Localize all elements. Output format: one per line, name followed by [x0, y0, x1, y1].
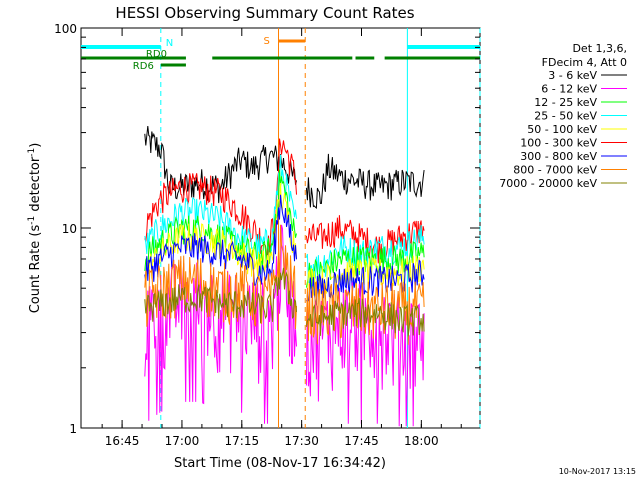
y-tick-label-2: 100 — [54, 22, 77, 36]
y-axis-label-close: ) — [28, 143, 43, 148]
series-line-2-0 — [144, 154, 297, 259]
flag-label-n: N — [166, 38, 173, 49]
series-line-6-0 — [144, 224, 297, 424]
flag-label-rd0: RD0 — [146, 49, 167, 60]
y-axis-label-main: Count Rate (s — [28, 225, 43, 314]
series-line-0-1 — [305, 153, 425, 210]
footer-timestamp: 10-Nov-2017 13:15 — [559, 467, 636, 476]
legend-label-4: 50 - 100 keV — [527, 123, 597, 136]
legend-label-0: 3 - 6 keV — [548, 69, 597, 82]
legend-label-1: 6 - 12 keV — [541, 83, 597, 96]
y-tick-label-1: 10 — [62, 222, 77, 236]
x-tick-label-4: 17:45 — [344, 434, 379, 448]
series-line-5-1 — [305, 259, 425, 306]
legend-label-8: 7000 - 20000 keV — [499, 177, 597, 190]
chart-title: HESSI Observing Summary Count Rates — [115, 4, 414, 22]
series-line-1-0 — [144, 138, 297, 262]
series-line-4-0 — [144, 182, 297, 285]
series-group — [144, 126, 425, 427]
x-tick-label-5: 18:00 — [404, 434, 439, 448]
series-7000-20000kev — [144, 267, 425, 337]
flag-label-rd6: RD6 — [133, 61, 154, 72]
series-line-3-1 — [305, 241, 425, 290]
series-line-8-1 — [305, 297, 425, 337]
series-25-50kev — [144, 154, 425, 284]
legend-label-7: 800 - 7000 keV — [513, 164, 597, 177]
series-line-2-1 — [305, 225, 425, 284]
series-line-1-1 — [305, 215, 425, 264]
legend-label-6: 300 - 800 keV — [520, 150, 597, 163]
y-axis-label-tail: detector — [28, 156, 43, 216]
x-axis-ticks: 16:45 17:00 17:15 17:30 17:45 18:00 — [101, 28, 462, 448]
x-tick-label-1: 17:00 — [165, 434, 200, 448]
legend-header-1: Det 1,3,6, — [572, 42, 627, 55]
x-tick-label-2: 17:15 — [225, 434, 260, 448]
legend-label-3: 25 - 50 keV — [534, 110, 597, 123]
legend-label-5: 100 - 300 keV — [520, 137, 597, 150]
series-line-8-0 — [144, 267, 297, 324]
y-tick-label-0: 1 — [69, 422, 77, 436]
legend-header-2: FDecim 4, Att 0 — [542, 56, 627, 69]
flag-label-s: S — [264, 36, 270, 47]
legend-label-2: 12 - 25 keV — [534, 96, 597, 109]
y-axis-label-sup2: -1 — [27, 148, 37, 157]
y-axis-label-sup1: -1 — [27, 216, 37, 225]
series-100-300kev — [144, 138, 425, 264]
x-tick-label-3: 17:30 — [284, 434, 319, 448]
y-axis-label: Count Rate (s-1 detector-1) — [27, 143, 43, 314]
y-axis-ticks: 1 10 100 — [54, 22, 480, 436]
series-line-7-0 — [144, 224, 297, 330]
x-tick-label-0: 16:45 — [105, 434, 140, 448]
x-axis-label: Start Time (08-Nov-17 16:34:42) — [174, 456, 386, 471]
